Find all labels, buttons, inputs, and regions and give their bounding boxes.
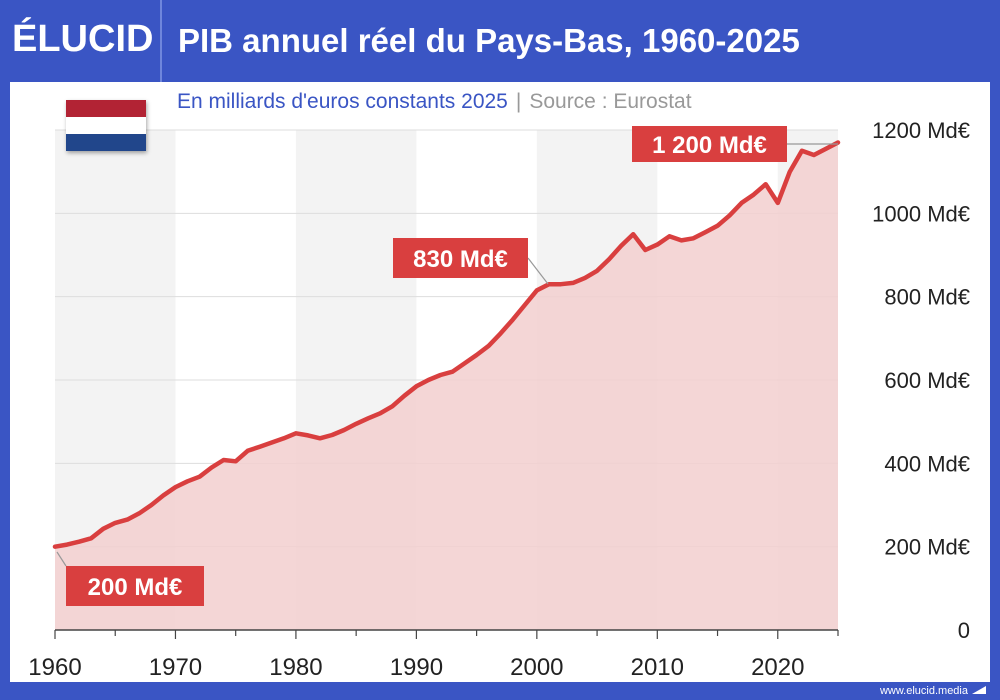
y-tick-label: 800 Md€ — [884, 285, 970, 310]
series-area — [55, 142, 838, 630]
x-tick-label: 1970 — [149, 654, 202, 681]
x-tick-label: 1960 — [28, 654, 81, 681]
chart-subtitle: En milliards d'euros constants 2025 | Sour… — [177, 90, 692, 114]
annotation-label: 200 Md€ — [88, 574, 183, 601]
subtitle-separator: | — [515, 90, 522, 113]
subtitle-source: Source : Eurostat — [529, 90, 692, 113]
y-tick-label: 0 — [958, 618, 970, 643]
annotation-box — [66, 566, 204, 606]
flag-stripe-blue — [66, 134, 146, 151]
y-tick-label: 1000 Md€ — [872, 201, 970, 226]
x-tick-label: 1980 — [269, 654, 322, 681]
footer-url[interactable]: www.elucid.media — [880, 685, 986, 697]
x-tick-label: 2010 — [631, 654, 684, 681]
x-tick-label: 1990 — [390, 654, 443, 681]
x-tick-label: 2000 — [510, 654, 563, 681]
flag-stripe-red — [66, 100, 146, 117]
annotation-label: 1 200 Md€ — [652, 132, 767, 159]
y-tick-label: 400 Md€ — [884, 451, 970, 476]
annotation-label: 830 Md€ — [413, 246, 508, 273]
footer-logo-icon — [972, 686, 986, 694]
subtitle-units: En milliards d'euros constants 2025 — [177, 90, 508, 113]
annotation-box — [393, 238, 528, 278]
annotation-leader — [56, 551, 67, 567]
header-divider — [160, 0, 162, 82]
x-tick-label: 2020 — [751, 654, 804, 681]
y-tick-label: 600 Md€ — [884, 368, 970, 393]
annotation-box — [632, 126, 787, 162]
series-line — [52, 140, 841, 549]
elucid-logo[interactable]: ÉLUCID — [12, 18, 154, 60]
y-tick-label: 1200 Md€ — [872, 118, 970, 143]
header-bar: ÉLUCID PIB annuel réel du Pays-Bas, 1960… — [0, 0, 1000, 82]
annotation-leader — [527, 257, 549, 285]
chart-title: PIB annuel réel du Pays-Bas, 1960-2025 — [178, 22, 800, 59]
y-tick-label: 200 Md€ — [884, 535, 970, 560]
netherlands-flag-icon — [66, 100, 146, 151]
footer-url-text[interactable]: www.elucid.media — [879, 685, 968, 697]
flag-stripe-white — [66, 117, 146, 134]
